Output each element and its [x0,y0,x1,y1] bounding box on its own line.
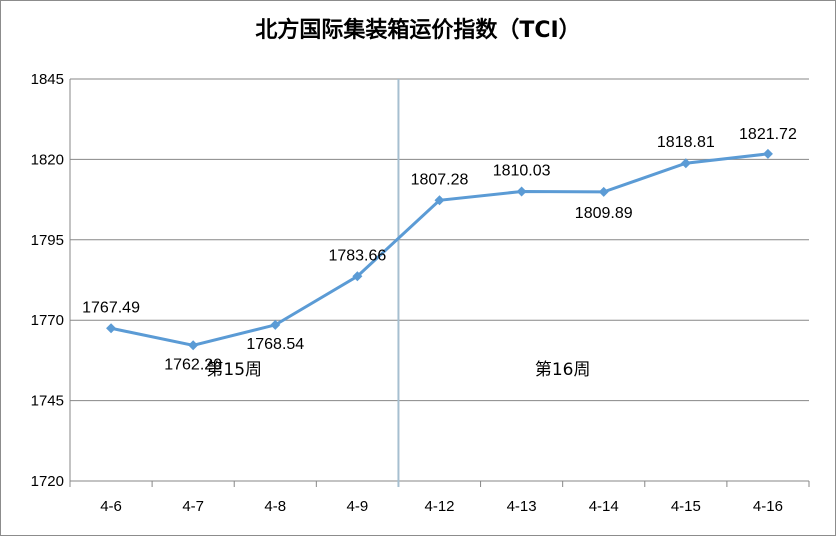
chart-title: 北方国际集装箱运价指数（TCI） [255,18,581,43]
y-tick-label: 1720 [31,473,64,490]
data-label: 1809.89 [575,205,633,222]
x-tick-label: 4-16 [753,498,783,515]
data-label: 1821.72 [739,126,797,143]
data-label: 1807.28 [411,171,469,188]
week-15-label: 第15周 [206,360,262,380]
y-tick-label: 1820 [31,151,64,168]
week-16-label: 第16周 [535,360,591,380]
x-tick-label: 4-8 [264,498,286,515]
data-label: 1783.66 [328,247,386,264]
data-point-marker [516,186,527,197]
x-tick-label: 4-12 [424,498,454,515]
data-label: 1810.03 [493,162,551,179]
x-tick-label: 4-6 [100,498,122,515]
data-label: 1818.81 [657,134,715,151]
data-label: 1762.20 [164,356,222,373]
data-point-marker [270,319,281,330]
x-tick-label: 4-7 [182,498,204,515]
x-tick-label: 4-9 [347,498,369,515]
data-point-marker [352,271,363,282]
x-tick-label: 4-13 [507,498,537,515]
data-point-marker [762,148,773,159]
x-tick-label: 4-14 [589,498,619,515]
y-tick-label: 1745 [31,393,64,410]
data-point-marker [598,186,609,197]
data-label: 1768.54 [246,336,304,353]
y-tick-label: 1770 [31,312,64,329]
data-point-marker [188,340,199,351]
y-tick-label: 1795 [31,232,64,249]
x-tick-label: 4-15 [671,498,701,515]
data-point-marker [434,195,445,206]
data-point-marker [106,323,117,334]
data-label: 1767.49 [82,299,140,316]
y-tick-label: 1845 [31,71,64,88]
data-point-marker [680,158,691,169]
